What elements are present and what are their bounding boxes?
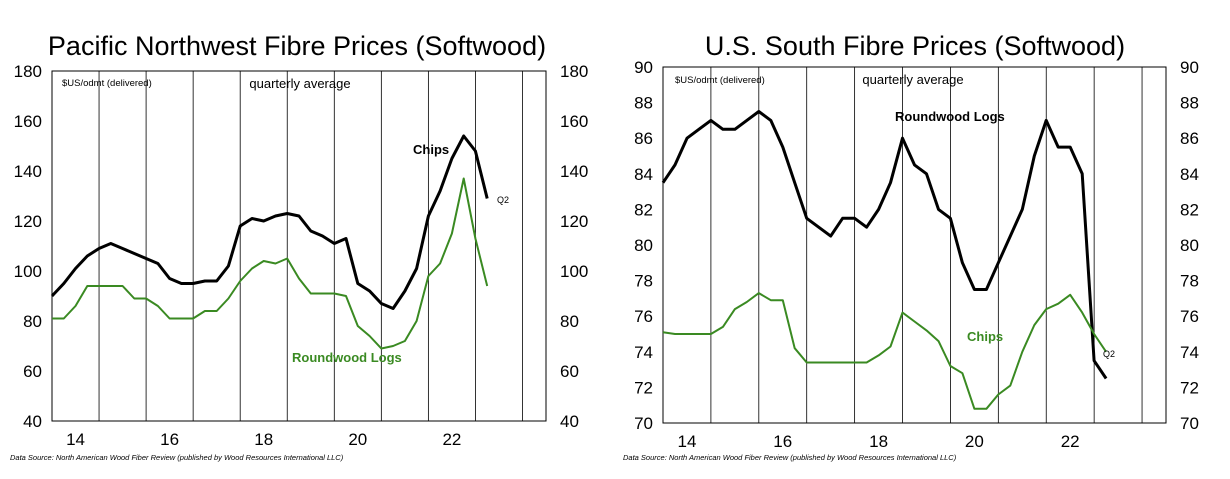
y-tick-label-right: 120 bbox=[560, 212, 588, 231]
south-chart-svg: U.S. South Fibre Prices (Softwood) 70727… bbox=[623, 31, 1199, 462]
x-tick-label: 18 bbox=[869, 432, 888, 451]
y-tick-label-right: 70 bbox=[1180, 414, 1199, 433]
y-tick-label-right: 86 bbox=[1180, 129, 1199, 148]
y-tick-label: 160 bbox=[14, 112, 42, 131]
y-tick-label-right: 78 bbox=[1180, 272, 1199, 291]
y-tick-label-right: 76 bbox=[1180, 307, 1199, 326]
y-tick-label: 74 bbox=[634, 343, 653, 362]
y-axis-right: 70 72 74 76 78 80 82 84 86 88 90 bbox=[1180, 58, 1199, 433]
chart-us-south: U.S. South Fibre Prices (Softwood) 70 72 7… bbox=[615, 0, 1230, 479]
y-tick-label: 86 bbox=[634, 129, 653, 148]
series-line-roundwood-logs bbox=[52, 177, 489, 350]
series-label-chips: Chips bbox=[413, 142, 449, 157]
series-label-chips: Chips bbox=[967, 329, 1003, 344]
y-tick-label: 180 bbox=[14, 62, 42, 81]
x-tick-label: 20 bbox=[965, 432, 984, 451]
y-tick-label-right: 100 bbox=[560, 262, 588, 281]
x-axis: 14 16 18 20 22 bbox=[677, 432, 1079, 451]
x-tick-label: 18 bbox=[254, 430, 273, 449]
y-tick-label-right: 140 bbox=[560, 162, 588, 181]
x-tick-label: 22 bbox=[1061, 432, 1080, 451]
series-group bbox=[50, 134, 489, 350]
y-tick-label-right: 40 bbox=[560, 412, 579, 431]
y-tick-label: 100 bbox=[14, 262, 42, 281]
x-tick-label: 14 bbox=[66, 430, 85, 449]
y-tick-label-right: 82 bbox=[1180, 200, 1199, 219]
y-tick-label: 84 bbox=[634, 165, 653, 184]
y-tick-label: 72 bbox=[634, 378, 653, 397]
x-tick-label: 16 bbox=[160, 430, 179, 449]
x-tick-label: 22 bbox=[442, 430, 461, 449]
y-tick-label: 140 bbox=[14, 162, 42, 181]
data-source: Data Source: North American Wood Fiber R… bbox=[623, 453, 957, 462]
period-note: quarterly average bbox=[249, 76, 350, 91]
y-tick-label-right: 160 bbox=[560, 112, 588, 131]
period-note: quarterly average bbox=[862, 72, 963, 87]
vertical-grid bbox=[98, 71, 523, 421]
y-tick-label-right: 80 bbox=[1180, 236, 1199, 255]
x-tick-label: 16 bbox=[773, 432, 792, 451]
series-line-roundwood-logs bbox=[661, 110, 1108, 380]
plot-frame bbox=[662, 66, 1167, 424]
x-axis: 14 16 18 20 22 bbox=[66, 430, 461, 449]
y-tick-label-right: 72 bbox=[1180, 378, 1199, 397]
pnw-chart-svg: Pacific Northwest Fibre Prices (Softwood… bbox=[10, 31, 588, 462]
plot-frame bbox=[51, 70, 547, 422]
y-tick-label-right: 74 bbox=[1180, 343, 1199, 362]
series-label-roundwood-logs: Roundwood Logs bbox=[292, 350, 402, 365]
series-line-chips bbox=[50, 134, 489, 310]
chart-title: U.S. South Fibre Prices (Softwood) bbox=[705, 31, 1125, 61]
y-tick-label: 40 bbox=[23, 412, 42, 431]
series-line-chips bbox=[662, 292, 1107, 410]
end-label-q2: Q2 bbox=[1103, 349, 1115, 359]
chart-pacific-northwest: Pacific Northwest Fibre Prices (Softwood… bbox=[10, 31, 588, 462]
y-axis-right: 40 60 80 100 120 140 160 180 bbox=[560, 62, 588, 431]
y-tick-label-right: 60 bbox=[560, 362, 579, 381]
chart-title: Pacific Northwest Fibre Prices (Softwood… bbox=[48, 31, 546, 61]
series-group bbox=[661, 110, 1108, 410]
y-tick-label: 80 bbox=[634, 236, 653, 255]
y-tick-label: 76 bbox=[634, 307, 653, 326]
end-label-q2: Q2 bbox=[497, 195, 509, 205]
y-tick-label: 60 bbox=[23, 362, 42, 381]
series-label-roundwood-logs: Roundwood Logs bbox=[895, 109, 1005, 124]
y-tick-label-right: 80 bbox=[560, 312, 579, 331]
y-tick-label-right: 84 bbox=[1180, 165, 1199, 184]
y-axis-left: 40 60 80 100 120 140 160 180 bbox=[14, 62, 42, 431]
x-tick-label: 20 bbox=[348, 430, 367, 449]
y-tick-label-right: 180 bbox=[560, 62, 588, 81]
unit-note: $US/odmt (delivered) bbox=[62, 78, 152, 89]
y-tick-label: 90 bbox=[634, 58, 653, 77]
y-tick-label: 88 bbox=[634, 94, 653, 113]
x-tick-label: 14 bbox=[677, 432, 696, 451]
y-tick-label: 78 bbox=[634, 272, 653, 291]
y-tick-label-right: 88 bbox=[1180, 94, 1199, 113]
vertical-grid bbox=[710, 67, 1143, 423]
data-source: Data Source: North American Wood Fiber R… bbox=[10, 453, 344, 462]
y-tick-label: 82 bbox=[634, 200, 653, 219]
y-tick-label-right: 90 bbox=[1180, 58, 1199, 77]
y-tick-label: 80 bbox=[23, 312, 42, 331]
y-tick-label: 70 bbox=[634, 414, 653, 433]
y-tick-label: 120 bbox=[14, 212, 42, 231]
y-axis-left: 70 72 74 76 78 80 82 84 86 88 90 bbox=[634, 58, 653, 433]
unit-note: $US/odmt (delivered) bbox=[675, 75, 765, 86]
